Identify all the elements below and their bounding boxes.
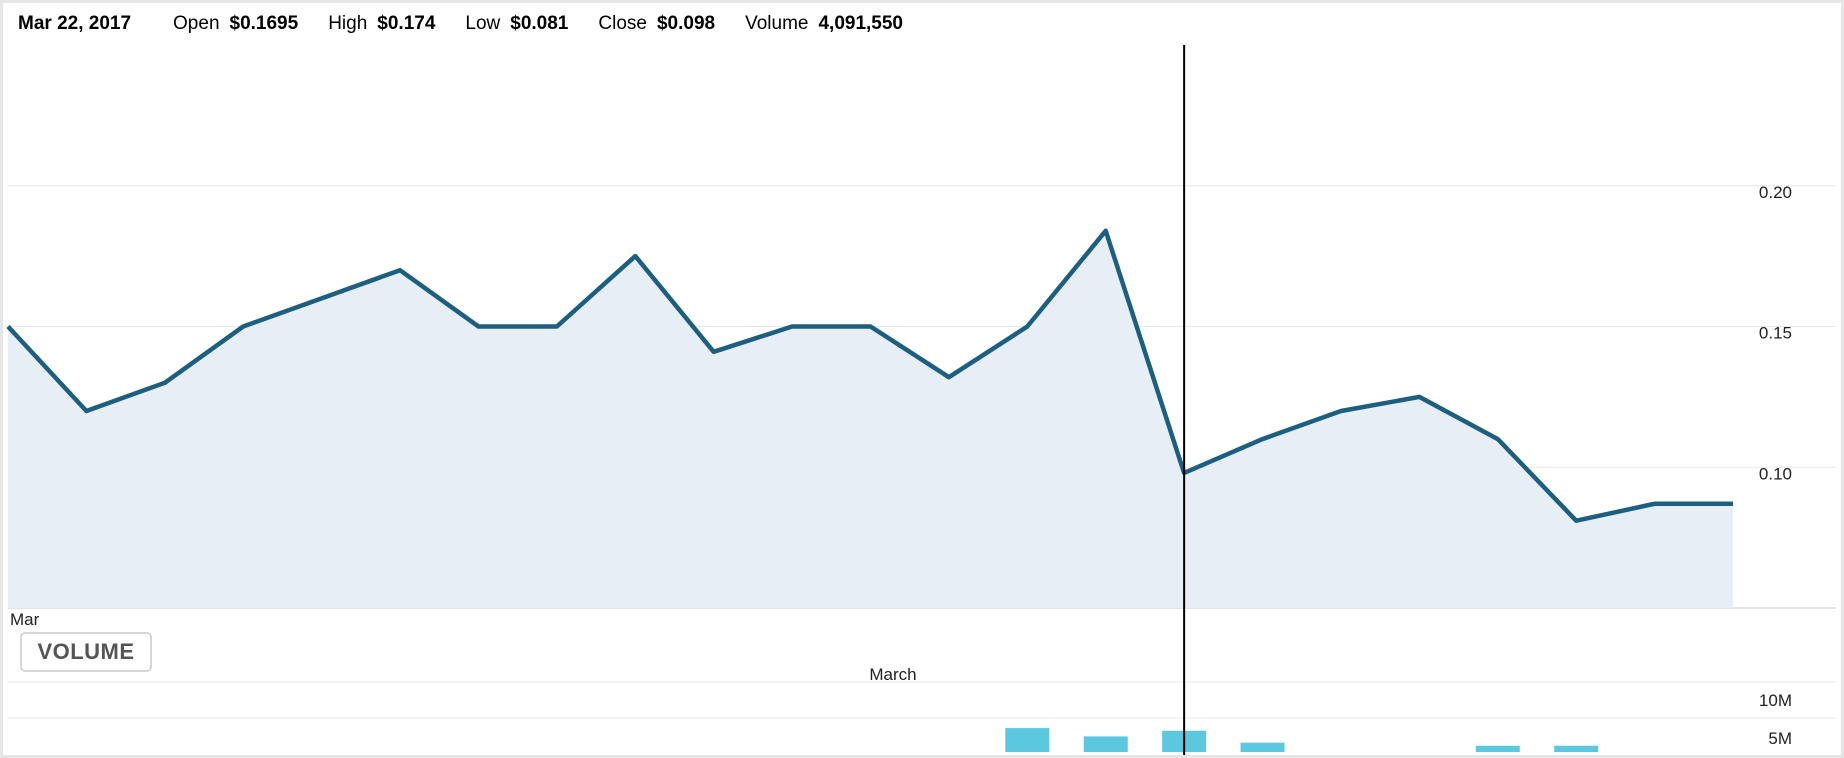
volume-y-axis: 5M 10M — [1759, 691, 1792, 748]
volume-bar[interactable] — [1240, 742, 1285, 752]
close-label: Close — [598, 13, 647, 34]
price-y-tick-label: 0.15 — [1759, 324, 1792, 343]
volume-toggle-button[interactable]: VOLUME — [20, 632, 152, 672]
volume-bars — [1005, 728, 1599, 752]
high-label: High — [328, 13, 368, 34]
quote-bar: Mar 22, 2017 Open $0.1695 High $0.174 Lo… — [18, 10, 933, 38]
quote-date: Mar 22, 2017 — [18, 13, 132, 34]
open-label: Open — [173, 13, 220, 34]
volume-y-tick-label: 5M — [1768, 729, 1792, 748]
volume-value: 4,091,550 — [818, 13, 903, 34]
low-value: $0.081 — [510, 13, 569, 34]
low-label: Low — [465, 13, 501, 34]
volume-grid — [8, 681, 1836, 719]
volume-bar[interactable] — [1554, 745, 1599, 752]
volume-bar[interactable] — [1475, 745, 1520, 752]
open-value: $0.1695 — [229, 13, 299, 34]
price-y-axis: 0.10 0.15 0.20 — [1759, 183, 1792, 484]
close-value: $0.098 — [656, 13, 716, 34]
volume-y-tick-label: 10M — [1759, 691, 1792, 710]
volume-x-tick-march: March — [869, 665, 916, 684]
volume-bar[interactable] — [1083, 736, 1128, 752]
price-area — [8, 230, 1733, 609]
volume-label: Volume — [745, 13, 809, 34]
volume-bar[interactable] — [1005, 728, 1050, 752]
price-line[interactable] — [6, 228, 1733, 523]
high-value: $0.174 — [377, 13, 436, 34]
price-y-tick-label: 0.20 — [1759, 183, 1792, 202]
price-x-tick-mar: Mar — [10, 610, 40, 629]
price-y-tick-label: 0.10 — [1759, 464, 1792, 483]
